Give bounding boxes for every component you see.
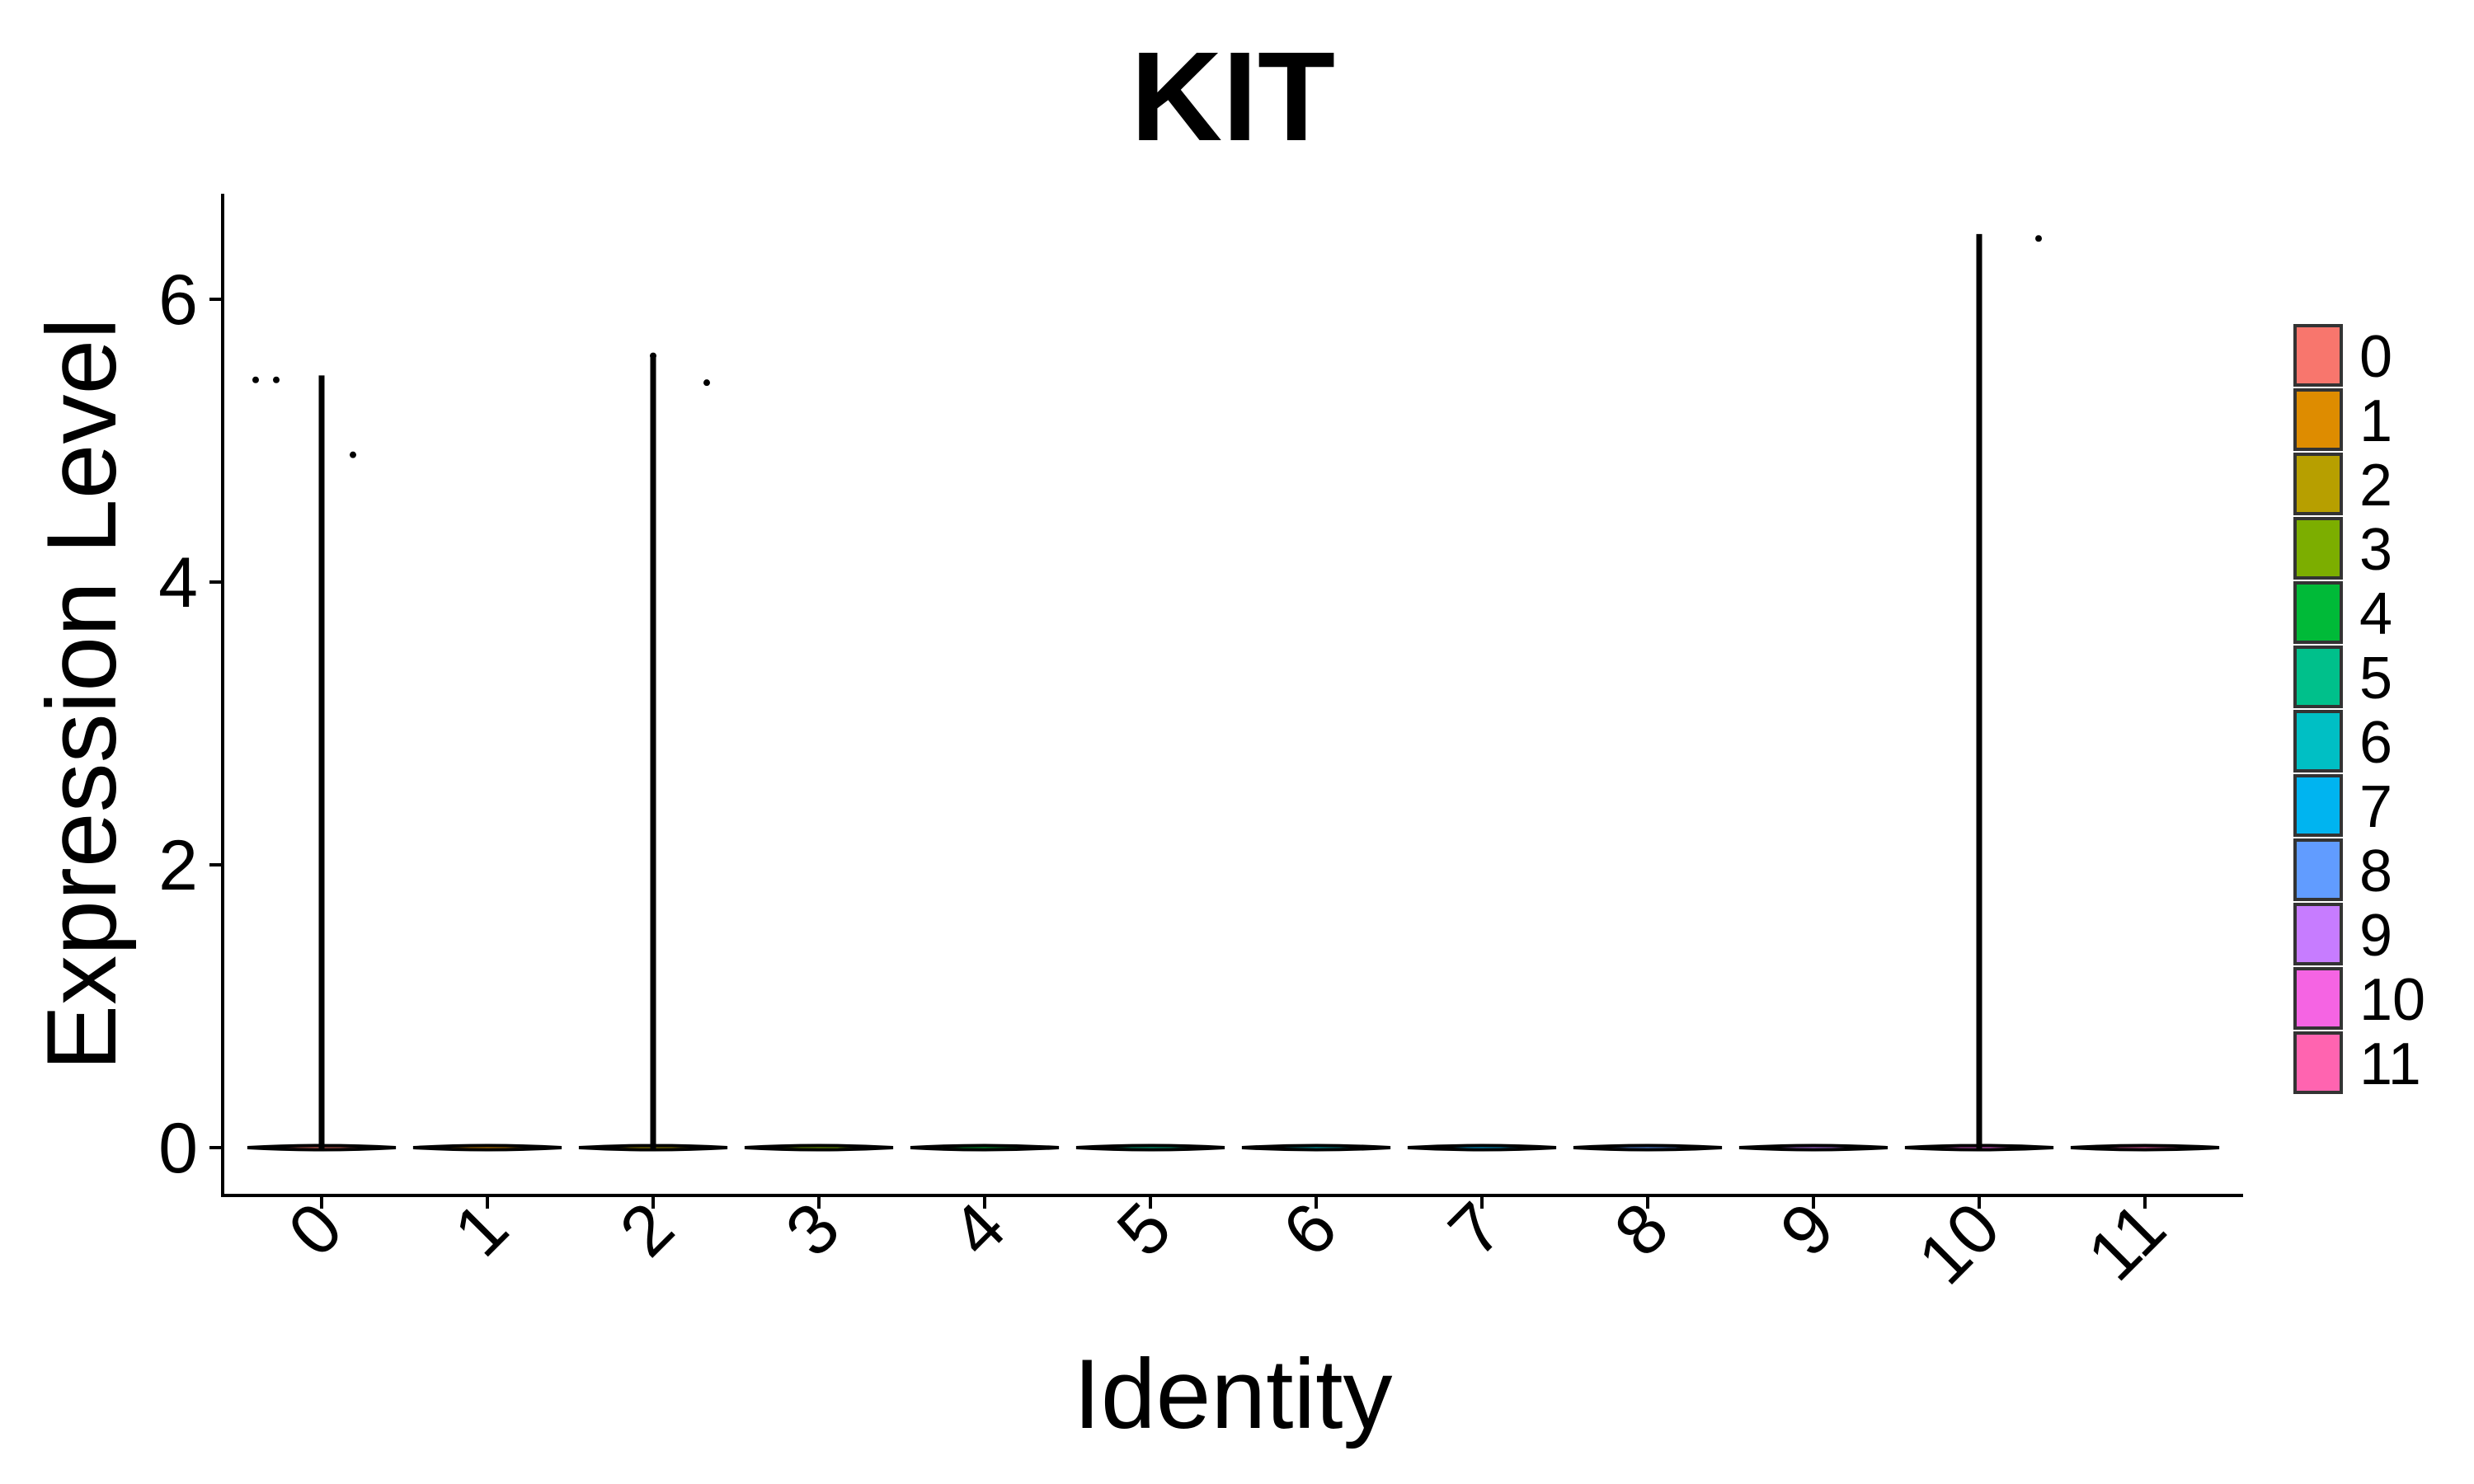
- legend-swatch-11: [2293, 1031, 2343, 1094]
- y-tick-label: 2: [158, 826, 198, 905]
- legend-label-7: 7: [2359, 774, 2392, 840]
- legend-swatch-5: [2293, 646, 2343, 708]
- legend-label-0: 0: [2359, 324, 2392, 390]
- legend-swatch-6: [2293, 710, 2343, 773]
- violin-4: [910, 1144, 1060, 1152]
- violin-3: [744, 1144, 894, 1152]
- x-tick-label: 5: [1103, 1188, 1187, 1272]
- legend-label-6: 6: [2359, 710, 2392, 776]
- legend-swatch-0: [2293, 324, 2343, 387]
- y-axis-label: Expression Level: [26, 317, 137, 1071]
- violin-7: [1407, 1144, 1557, 1152]
- point-10: [2035, 235, 2042, 242]
- y-axis-ticks: 0 2 4 6: [158, 261, 223, 1188]
- chart-title: KIT: [1131, 26, 1335, 167]
- violin-1: [412, 1144, 562, 1152]
- violin-10: [1904, 233, 2054, 1152]
- x-tick-label: 8: [1600, 1188, 1684, 1272]
- x-tick-label: 3: [771, 1188, 855, 1272]
- point-0: [350, 451, 356, 458]
- point-2: [650, 352, 656, 359]
- legend-swatch-7: [2293, 774, 2343, 837]
- point-0: [273, 376, 280, 383]
- legend-label-5: 5: [2359, 646, 2392, 711]
- violin-0: [247, 375, 397, 1152]
- legend-label-10: 10: [2359, 967, 2425, 1033]
- legend-label-4: 4: [2359, 581, 2392, 647]
- x-tick-label: 4: [937, 1188, 1021, 1272]
- legend-swatch-3: [2293, 517, 2343, 580]
- legend-swatch-4: [2293, 581, 2343, 644]
- x-tick-label: 0: [274, 1188, 358, 1272]
- x-tick-label: 2: [605, 1188, 689, 1272]
- violin-6: [1241, 1144, 1391, 1152]
- legend-swatch-10: [2293, 967, 2343, 1030]
- violin-9: [1738, 1144, 1888, 1152]
- y-tick-label: 0: [158, 1109, 198, 1188]
- legend-label-11: 11: [2359, 1031, 2421, 1097]
- x-tick-label: 1: [440, 1188, 524, 1272]
- legend-swatch-1: [2293, 388, 2343, 451]
- legend-swatch-9: [2293, 903, 2343, 965]
- violin-2: [578, 354, 728, 1152]
- x-tick-label: 11: [2072, 1188, 2180, 1296]
- x-tick-label: 6: [1268, 1188, 1352, 1272]
- point-2: [703, 379, 710, 387]
- legend-label-2: 2: [2359, 453, 2392, 519]
- violin-11: [2070, 1144, 2220, 1152]
- legend-swatch-8: [2293, 838, 2343, 901]
- point-0: [252, 376, 259, 383]
- legend-swatch-2: [2293, 453, 2343, 515]
- violin-5: [1075, 1144, 1225, 1152]
- legend-label-8: 8: [2359, 838, 2392, 904]
- y-tick-label: 6: [158, 261, 198, 340]
- y-tick-label: 4: [158, 543, 198, 622]
- violin-8: [1573, 1144, 1723, 1152]
- legend-label-9: 9: [2359, 903, 2392, 969]
- x-axis-label: Identity: [1074, 1339, 1393, 1449]
- x-tick-label: 7: [1434, 1188, 1518, 1272]
- x-tick-label: 10: [1903, 1188, 2015, 1300]
- legend-label-1: 1: [2359, 388, 2392, 454]
- x-axis-ticks: 0 1 2 3 4 5 6 7 8 9 10 11: [274, 1188, 2181, 1300]
- legend-label-3: 3: [2359, 517, 2392, 583]
- x-tick-label: 9: [1766, 1188, 1850, 1272]
- plot-area: [247, 233, 2220, 1152]
